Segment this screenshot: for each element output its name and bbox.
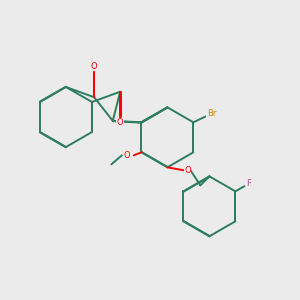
Text: Br: Br	[207, 109, 216, 118]
Text: F: F	[246, 179, 251, 188]
Text: O: O	[184, 166, 191, 175]
Text: O: O	[91, 62, 98, 71]
Text: O: O	[123, 151, 130, 160]
Text: O: O	[117, 118, 124, 127]
